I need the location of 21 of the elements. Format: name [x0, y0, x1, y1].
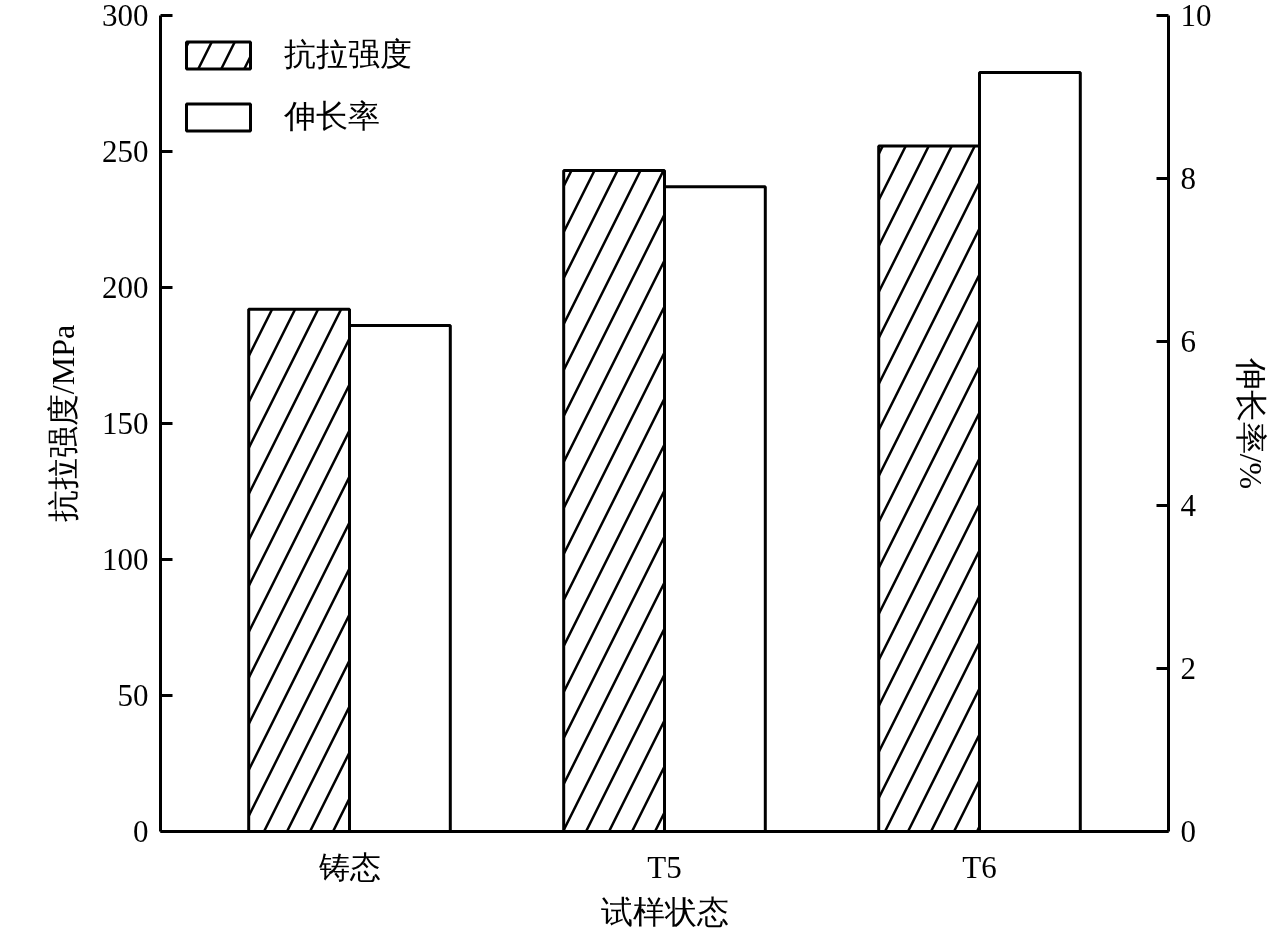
y-tick-label: 100 — [102, 542, 149, 577]
y2-tick-label: 0 — [1180, 814, 1196, 849]
x-tick-label: 铸态 — [317, 849, 381, 885]
y2-tick-label: 2 — [1180, 650, 1196, 686]
y-tick-label: 300 — [102, 0, 149, 33]
y-axis-title: 抗拉强度/MPa — [45, 324, 81, 523]
y2-tick-label: 8 — [1180, 161, 1196, 197]
y-tick-label: 0 — [133, 814, 149, 849]
y-tick-label: 250 — [102, 134, 149, 169]
y2-tick-label: 10 — [1180, 0, 1212, 33]
legend-label: 伸长率 — [284, 97, 380, 136]
y2-tick-label: 6 — [1180, 324, 1196, 360]
y-tick-label: 150 — [102, 406, 149, 441]
y2-tick-label: 4 — [1180, 487, 1197, 523]
y-tick-label: 200 — [102, 270, 149, 305]
legend-label: 抗拉强度 — [284, 35, 412, 74]
y-tick-label: 50 — [117, 678, 149, 713]
x-tick-label: T5 — [647, 849, 682, 885]
x-tick-label: T6 — [962, 849, 997, 885]
y2-axis-title: 伸长率/% — [1232, 356, 1269, 490]
x-axis-title: 试样状态 — [600, 893, 729, 930]
